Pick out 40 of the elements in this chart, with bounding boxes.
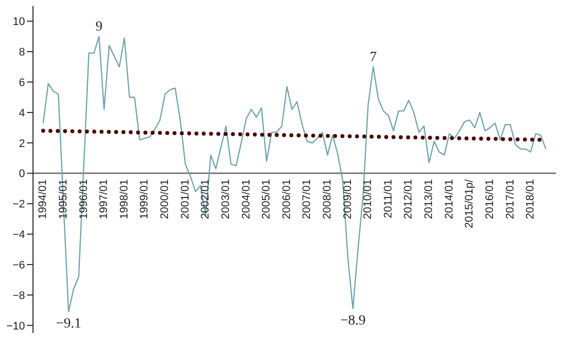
x-tick-label: 2004/01 [240, 179, 252, 220]
x-tick-label: 2003/01 [220, 179, 232, 220]
y-tick-label: 10 [12, 16, 25, 28]
x-tick-label: 2016/01 [484, 179, 496, 220]
x-tick-label: 2017/01 [504, 179, 516, 220]
y-tick-label: −4 [12, 229, 25, 242]
y-tick-label: −8 [12, 290, 25, 302]
x-tick-label: 2007/01 [301, 179, 314, 220]
annotation: −8.9 [340, 314, 366, 329]
y-tick-label: 8 [18, 46, 25, 59]
y-tick-label: −2 [12, 198, 25, 211]
x-tick-label: 2009/01 [342, 179, 354, 220]
y-tick-label: −10 [6, 320, 25, 332]
x-tick-label: 2006/01 [280, 179, 293, 220]
x-tick-label: 2001/01 [179, 179, 192, 220]
annotation: 9 [96, 19, 103, 34]
x-tick-label: 2005/01 [260, 179, 273, 220]
x-tick-label: 2014/01 [443, 179, 456, 220]
x-tick-label: 2002/01 [200, 179, 212, 220]
y-tick-label: 0 [18, 168, 25, 180]
y-tick-label: 2 [18, 138, 25, 150]
x-tick-label: 2011/01 [382, 179, 394, 218]
x-tick-label: 2018/01 [524, 179, 537, 220]
y-tick-label: 4 [18, 107, 25, 120]
x-tick-label: 1997/01 [98, 179, 110, 220]
annotation: −9.1 [56, 316, 82, 332]
y-tick-label: −6 [12, 259, 25, 272]
x-tick-label: 1994/01 [37, 179, 50, 220]
x-tick-label: 2008/01 [322, 179, 334, 220]
x-tick-label: 2010/01 [362, 179, 374, 220]
x-tick-label: 2015/01p/ [464, 178, 476, 228]
x-tick-label: 2000/01 [159, 179, 172, 220]
x-tick-label: 1999/01 [138, 179, 151, 220]
y-tick-label: 6 [18, 76, 25, 89]
x-tick-label: 2012/01 [402, 179, 415, 220]
x-tick-label: 1996/01 [78, 179, 90, 220]
x-tick-label: 1995/01 [57, 179, 70, 220]
x-tick-label: 2013/01 [423, 179, 436, 220]
x-tick-label: 1998/01 [118, 179, 130, 220]
annotation: 7 [370, 50, 377, 65]
